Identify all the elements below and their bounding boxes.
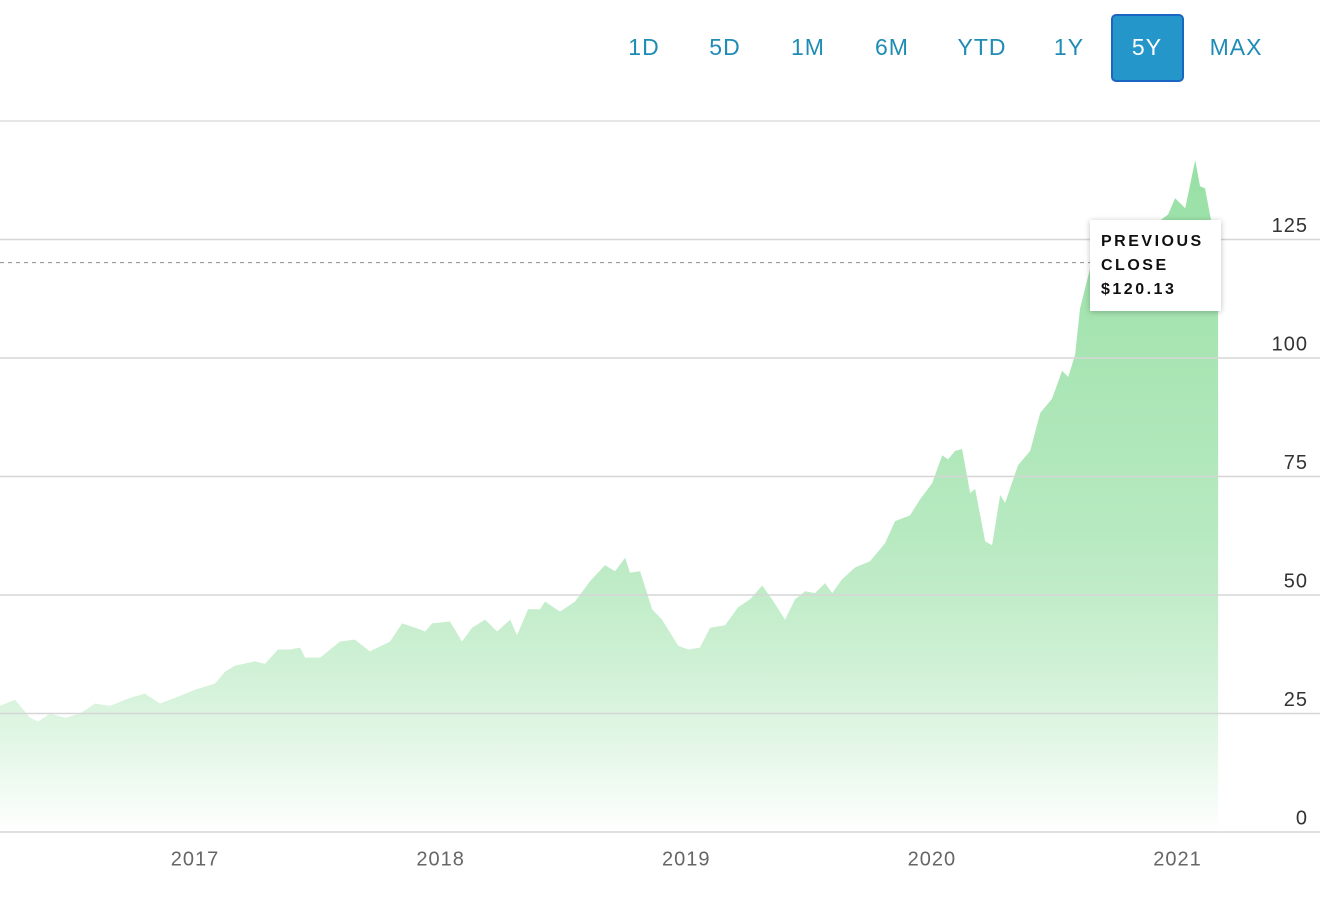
range-button[interactable]: MAX xyxy=(1210,34,1263,60)
range-button-label[interactable]: 1M xyxy=(791,34,825,60)
x-tick-label: 2020 xyxy=(908,848,957,870)
y-tick-label: 25 xyxy=(1284,689,1308,711)
tooltip-value: $120.13 xyxy=(1101,281,1176,298)
range-button[interactable]: YTD xyxy=(958,34,1007,60)
range-button-label[interactable]: 5Y xyxy=(1132,34,1162,60)
range-button[interactable]: 1D xyxy=(628,34,659,60)
y-tick-label: 125 xyxy=(1272,215,1308,237)
range-button-label[interactable]: 1D xyxy=(628,34,659,60)
range-button[interactable]: 6M xyxy=(875,34,909,60)
x-tick-label: 2017 xyxy=(171,848,220,870)
range-button-label[interactable]: 5D xyxy=(709,34,740,60)
range-button[interactable]: 5Y xyxy=(1111,14,1184,82)
range-button-selected xyxy=(1111,14,1184,82)
y-tick-label: 50 xyxy=(1284,570,1308,592)
range-button-label[interactable]: 1Y xyxy=(1054,34,1084,60)
range-button[interactable]: 1Y xyxy=(1054,34,1084,60)
tooltip-box xyxy=(1090,220,1221,311)
tooltip-label: PREVIOUS CLOSE xyxy=(1101,233,1204,274)
price-area xyxy=(0,160,1219,833)
x-tick-label: 2019 xyxy=(662,848,711,870)
y-tick-label: 100 xyxy=(1272,333,1308,355)
range-button[interactable]: 1M xyxy=(791,34,825,60)
range-button[interactable]: 5D xyxy=(709,34,740,60)
range-button-label[interactable]: MAX xyxy=(1210,34,1263,60)
y-tick-label: 75 xyxy=(1284,452,1308,474)
x-tick-label: 2018 xyxy=(416,848,465,870)
x-tick-label: 2021 xyxy=(1153,848,1202,870)
previous-close-tooltip: PREVIOUS CLOSE $120.13 xyxy=(1090,220,1221,311)
range-button-label[interactable]: YTD xyxy=(958,34,1007,60)
range-button-label[interactable]: 6M xyxy=(875,34,909,60)
y-tick-label: 0 xyxy=(1296,807,1308,829)
